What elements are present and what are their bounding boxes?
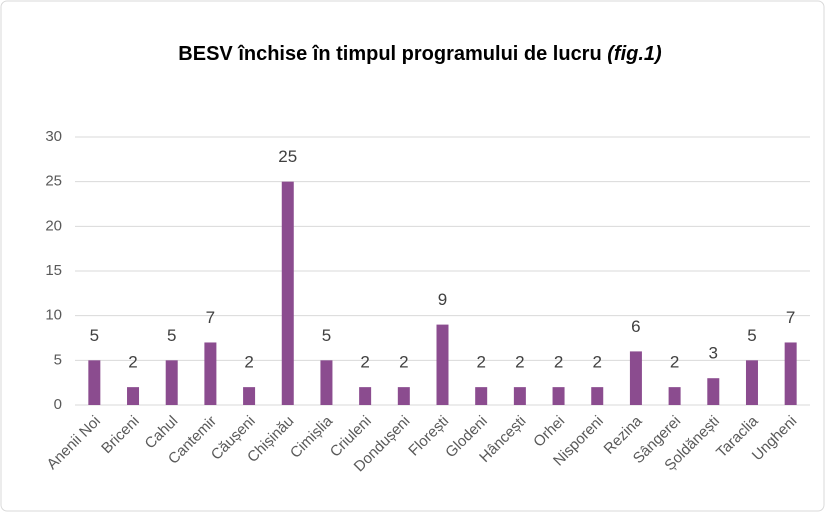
- data-label: 9: [438, 290, 447, 309]
- data-label: 2: [554, 353, 563, 372]
- bar: [745, 360, 758, 405]
- data-label: 2: [128, 353, 137, 372]
- data-label: 7: [786, 308, 795, 327]
- bar: [707, 378, 720, 405]
- y-tick-label: 0: [54, 396, 62, 413]
- bar: [88, 360, 101, 405]
- data-label: 5: [167, 326, 176, 345]
- data-label: 5: [90, 326, 99, 345]
- data-label: 6: [631, 317, 640, 336]
- data-label: 25: [278, 147, 297, 166]
- bar: [591, 387, 604, 405]
- data-label: 2: [244, 353, 253, 372]
- y-tick-label: 10: [45, 307, 62, 324]
- bar: [475, 387, 488, 405]
- data-label: 3: [709, 344, 718, 363]
- y-tick-label: 5: [54, 351, 62, 368]
- y-tick-label: 15: [45, 262, 62, 279]
- bar: [668, 387, 681, 405]
- bar: [397, 387, 410, 405]
- data-label: 2: [476, 353, 485, 372]
- data-label: 5: [747, 326, 756, 345]
- y-tick-label: 25: [45, 173, 62, 190]
- bar: [436, 324, 449, 405]
- bar: [629, 351, 642, 405]
- data-label: 2: [399, 353, 408, 372]
- data-label: 2: [515, 353, 524, 372]
- bar: [784, 342, 797, 405]
- bar: [281, 181, 294, 405]
- data-label: 5: [322, 326, 331, 345]
- data-label: 2: [670, 353, 679, 372]
- bar: [513, 387, 526, 405]
- chart-title: BESV închise în timpul programului de lu…: [178, 43, 601, 65]
- bar: [359, 387, 372, 405]
- y-tick-label: 20: [45, 217, 62, 234]
- bar: [127, 387, 140, 405]
- data-label: 7: [206, 308, 215, 327]
- chart-title-suffix: (fig.1): [607, 43, 662, 65]
- bar: [320, 360, 333, 405]
- chart-title-group: BESV închise în timpul programului de lu…: [178, 43, 662, 65]
- bar: [165, 360, 178, 405]
- data-label: 2: [593, 353, 602, 372]
- data-label: 2: [360, 353, 369, 372]
- y-tick-label: 30: [45, 128, 62, 145]
- bar: [552, 387, 565, 405]
- bar: [204, 342, 217, 405]
- bar: [243, 387, 256, 405]
